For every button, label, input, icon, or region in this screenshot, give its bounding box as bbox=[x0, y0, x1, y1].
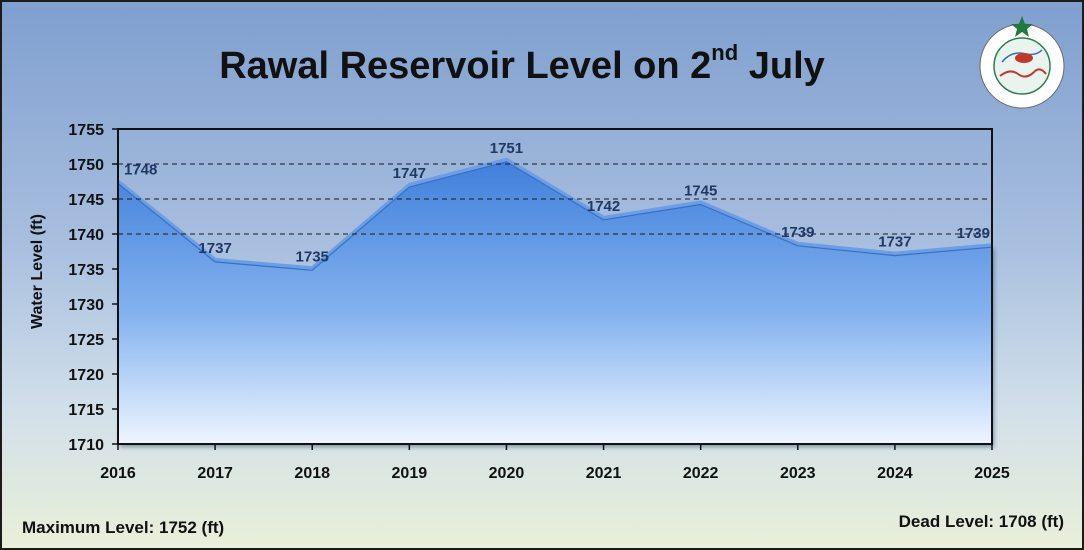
data-label: 1745 bbox=[684, 183, 717, 200]
y-tick-label: 1735 bbox=[68, 262, 104, 279]
x-tick-label: 2019 bbox=[392, 465, 428, 482]
area-series bbox=[116, 157, 993, 445]
data-label: 1748 bbox=[124, 162, 157, 179]
x-tick-label: 2020 bbox=[489, 465, 525, 482]
y-tick-label: 1710 bbox=[68, 437, 104, 454]
y-tick-label: 1720 bbox=[68, 367, 104, 384]
plot-border bbox=[117, 128, 993, 445]
title-superscript: nd bbox=[711, 40, 739, 65]
x-tick-label: 2025 bbox=[974, 465, 1010, 482]
y-tick-label: 1740 bbox=[68, 227, 104, 244]
x-tick-label: 2022 bbox=[683, 465, 719, 482]
maximum-level-note: Maximum Level: 1752 (ft) bbox=[22, 518, 225, 537]
y-tick-label: 1755 bbox=[68, 122, 104, 139]
title-end: July bbox=[748, 45, 825, 87]
x-tick-label: 2018 bbox=[294, 465, 330, 482]
y-tick-label: 1745 bbox=[68, 192, 104, 209]
gridlines bbox=[118, 163, 992, 235]
area-top-line bbox=[116, 157, 993, 271]
data-label: 1739 bbox=[957, 225, 990, 242]
y-tick-label: 1730 bbox=[68, 297, 104, 314]
data-label: 1737 bbox=[878, 234, 911, 251]
y-tick-label: 1750 bbox=[68, 157, 104, 174]
x-tick-label: 2017 bbox=[197, 465, 233, 482]
area-fill bbox=[118, 159, 992, 445]
y-tick-label: 1715 bbox=[68, 402, 104, 419]
data-label: 1747 bbox=[393, 165, 426, 182]
axes: 1710 1715 1720 1725 1730 1735 1740 1745 1750 1755… bbox=[68, 122, 1009, 482]
x-tick-label: 2023 bbox=[780, 465, 816, 482]
y-tick-label: 1725 bbox=[68, 332, 104, 349]
dead-level-note: Dead Level: 1708 (ft) bbox=[898, 512, 1064, 531]
data-label: 1737 bbox=[198, 240, 231, 257]
x-tick-label: 2016 bbox=[100, 465, 136, 482]
area-edge-line bbox=[117, 161, 993, 271]
data-label: 1735 bbox=[296, 248, 329, 265]
data-label: 1739 bbox=[781, 224, 814, 241]
pakistan-meteorological-department-logo bbox=[979, 16, 1065, 109]
title-main: Rawal Reservoir Level on 2 bbox=[219, 45, 712, 87]
data-labels: 1748 1737 1735 1747 1751 1742 1745 1739 1737 1739 bbox=[124, 140, 990, 265]
data-label: 1751 bbox=[490, 140, 523, 157]
x-tick-label: 2024 bbox=[877, 465, 913, 482]
x-tick-label: 2021 bbox=[586, 465, 622, 482]
chart-title: Rawal Reservoir Level on 2nd July bbox=[2, 40, 1042, 88]
y-axis-label: Water Level (ft) bbox=[29, 214, 46, 329]
data-label: 1742 bbox=[587, 198, 620, 215]
